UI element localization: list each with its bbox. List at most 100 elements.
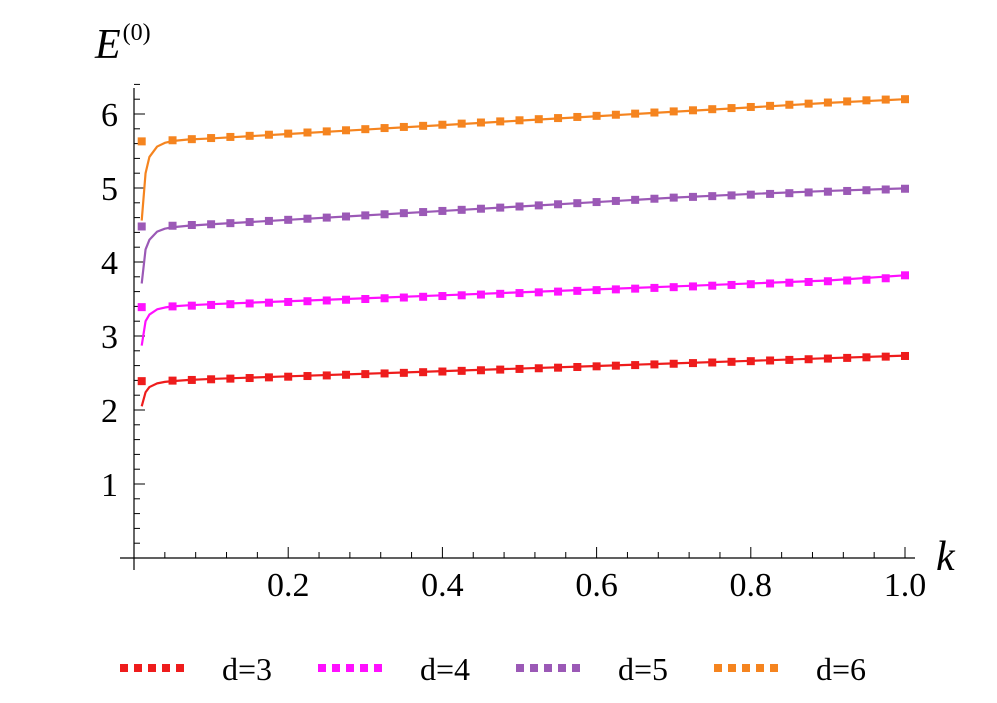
data-point (592, 198, 601, 207)
data-point (785, 100, 794, 109)
data-point (322, 371, 331, 380)
data-point (515, 289, 524, 298)
data-point (804, 188, 813, 197)
data-point (399, 122, 408, 131)
data-point (611, 110, 620, 119)
data-point (881, 274, 890, 283)
data-point (245, 374, 254, 383)
data-point (438, 367, 447, 376)
data-point (399, 368, 408, 377)
data-point (476, 290, 485, 299)
data-point (746, 357, 755, 366)
data-point (804, 355, 813, 364)
data-point (361, 211, 370, 220)
data-point (573, 363, 582, 372)
data-point (207, 134, 216, 143)
data-point (380, 369, 389, 378)
data-point (727, 357, 736, 366)
data-point (137, 137, 146, 146)
data-point (476, 204, 485, 213)
legend-swatch (714, 664, 722, 672)
y-tick-label: 6 (101, 97, 118, 134)
data-point (264, 130, 273, 139)
legend-label: d=6 (816, 651, 866, 687)
data-point (901, 271, 909, 280)
data-point (727, 280, 736, 289)
data-point (380, 294, 389, 303)
data-point (322, 127, 331, 136)
data-point (669, 359, 678, 368)
data-point (476, 118, 485, 127)
data-point (207, 220, 216, 229)
data-point (669, 283, 678, 292)
x-axis-label: k (936, 534, 956, 580)
data-point (438, 120, 447, 129)
data-point (303, 297, 312, 306)
data-point (554, 200, 563, 209)
data-point (862, 186, 871, 195)
data-point (534, 115, 543, 124)
data-point (342, 126, 351, 135)
legend-label: d=4 (420, 651, 470, 687)
data-point (284, 215, 293, 224)
data-point (361, 295, 370, 303)
data-point (766, 356, 775, 365)
data-point (361, 125, 370, 134)
data-point (438, 292, 447, 301)
x-tick-label: 0.6 (575, 567, 618, 604)
legend-swatch (516, 664, 524, 672)
legend-swatch (374, 664, 382, 672)
data-point (650, 283, 659, 292)
series-layer (137, 95, 909, 407)
data-point (881, 185, 890, 194)
data-point (823, 277, 832, 286)
legend-swatch (360, 664, 368, 672)
data-point (862, 353, 871, 362)
data-point (380, 124, 389, 133)
data-point (457, 119, 466, 128)
series-d=4 (137, 271, 909, 346)
data-point (573, 199, 582, 208)
legend-swatch (134, 664, 142, 672)
data-point (901, 95, 909, 104)
data-point (515, 116, 524, 125)
data-point (187, 375, 196, 384)
data-point (534, 201, 543, 210)
data-point (592, 111, 601, 120)
data-point (226, 219, 235, 228)
x-tick-label: 0.4 (421, 567, 464, 604)
legend-swatch (770, 664, 778, 672)
data-point (137, 222, 146, 231)
data-point (843, 186, 852, 195)
data-point (881, 95, 890, 104)
data-point (496, 289, 505, 298)
y-tick-label: 1 (101, 467, 118, 504)
y-axis-label: E(0) (94, 20, 151, 68)
data-point (708, 358, 717, 367)
data-point (766, 189, 775, 198)
data-point (187, 221, 196, 229)
data-point (264, 216, 273, 225)
data-point (207, 375, 216, 384)
data-point (766, 279, 775, 288)
data-point (766, 101, 775, 110)
data-point (708, 192, 717, 201)
data-point (419, 292, 428, 301)
data-point (342, 212, 351, 221)
data-point (303, 372, 312, 381)
data-point (708, 105, 717, 114)
data-point (573, 286, 582, 295)
data-point (650, 108, 659, 117)
data-point (554, 363, 563, 372)
data-point (438, 206, 447, 215)
data-point (245, 218, 254, 227)
data-point (862, 275, 871, 284)
series-d=5 (137, 184, 909, 284)
data-point (746, 280, 755, 289)
legend-swatch (120, 664, 128, 672)
data-point (496, 117, 505, 126)
data-point (611, 285, 620, 294)
data-point (303, 128, 312, 137)
x-tick-label: 0.2 (267, 567, 310, 604)
data-point (688, 192, 697, 201)
